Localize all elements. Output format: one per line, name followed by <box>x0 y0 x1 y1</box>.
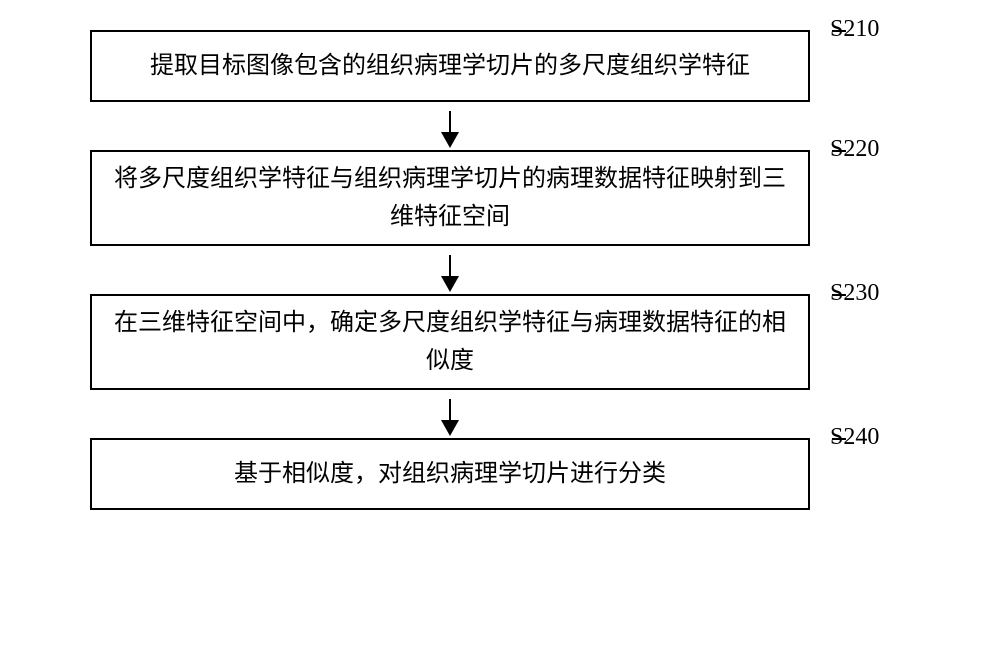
arrow-3 <box>90 390 810 438</box>
step-box-4: 基于相似度，对组织病理学切片进行分类 <box>90 438 810 510</box>
step-label-3: S230 <box>830 280 879 307</box>
step-box-1: 提取目标图像包含的组织病理学切片的多尺度组织学特征 <box>90 30 810 102</box>
step-text-3: 在三维特征空间中，确定多尺度组织学特征与病理数据特征的相似度 <box>112 304 788 381</box>
step-label-2: S220 <box>830 136 879 163</box>
step-box-3: 在三维特征空间中，确定多尺度组织学特征与病理数据特征的相似度 <box>90 294 810 390</box>
arrow-head-icon-1 <box>441 132 459 148</box>
flowchart-container: 提取目标图像包含的组织病理学切片的多尺度组织学特征 S210 将多尺度组织学特征… <box>90 30 910 510</box>
arrow-head-icon-2 <box>441 276 459 292</box>
step-label-1: S210 <box>830 16 879 43</box>
step-text-2: 将多尺度组织学特征与组织病理学切片的病理数据特征映射到三维特征空间 <box>112 160 788 237</box>
step-label-4: S240 <box>830 424 879 451</box>
arrow-head-icon-3 <box>441 420 459 436</box>
step-box-2: 将多尺度组织学特征与组织病理学切片的病理数据特征映射到三维特征空间 <box>90 150 810 246</box>
step-row-1: 提取目标图像包含的组织病理学切片的多尺度组织学特征 S210 <box>90 30 910 102</box>
step-row-3: 在三维特征空间中，确定多尺度组织学特征与病理数据特征的相似度 S230 <box>90 294 910 390</box>
step-text-1: 提取目标图像包含的组织病理学切片的多尺度组织学特征 <box>150 47 750 85</box>
step-row-4: 基于相似度，对组织病理学切片进行分类 S240 <box>90 438 910 510</box>
step-row-2: 将多尺度组织学特征与组织病理学切片的病理数据特征映射到三维特征空间 S220 <box>90 150 910 246</box>
arrow-1 <box>90 102 810 150</box>
step-text-4: 基于相似度，对组织病理学切片进行分类 <box>234 455 666 493</box>
arrow-2 <box>90 246 810 294</box>
